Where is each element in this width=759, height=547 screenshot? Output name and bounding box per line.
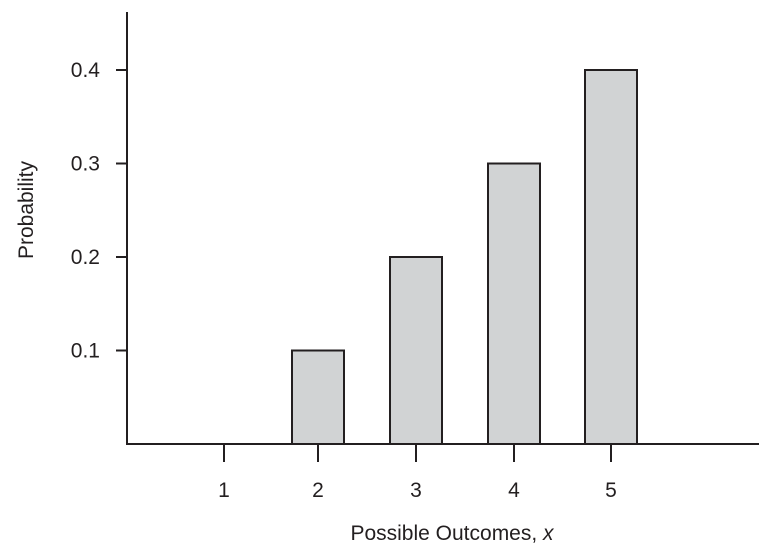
y-axis-title: Probability <box>15 160 38 259</box>
bars-group <box>291 69 638 445</box>
x-tick-label-1: 1 <box>218 479 230 502</box>
y-tick-label-0.1: 0.1 <box>71 340 100 363</box>
y-tick-label-0.4: 0.4 <box>71 59 101 82</box>
x-axis-title-text: Possible Outcomes, <box>350 522 543 545</box>
x-axis-title-variable: x <box>542 522 555 545</box>
x-ticks-group: 1 2 3 4 5 <box>218 444 617 502</box>
x-tick-label-3: 3 <box>410 479 422 502</box>
y-tick-label-0.3: 0.3 <box>71 153 100 176</box>
y-ticks-group: 0.1 0.2 0.3 0.4 <box>71 59 127 363</box>
bar-5 <box>584 69 638 445</box>
bar-3 <box>389 256 443 445</box>
x-tick-label-4: 4 <box>508 479 520 502</box>
bar-2 <box>291 349 345 445</box>
x-axis-title: Possible Outcomes, x <box>350 522 555 545</box>
bar-4 <box>487 162 541 445</box>
x-tick-label-2: 2 <box>312 479 324 502</box>
y-tick-label-0.2: 0.2 <box>71 246 100 269</box>
x-tick-label-5: 5 <box>605 479 617 502</box>
